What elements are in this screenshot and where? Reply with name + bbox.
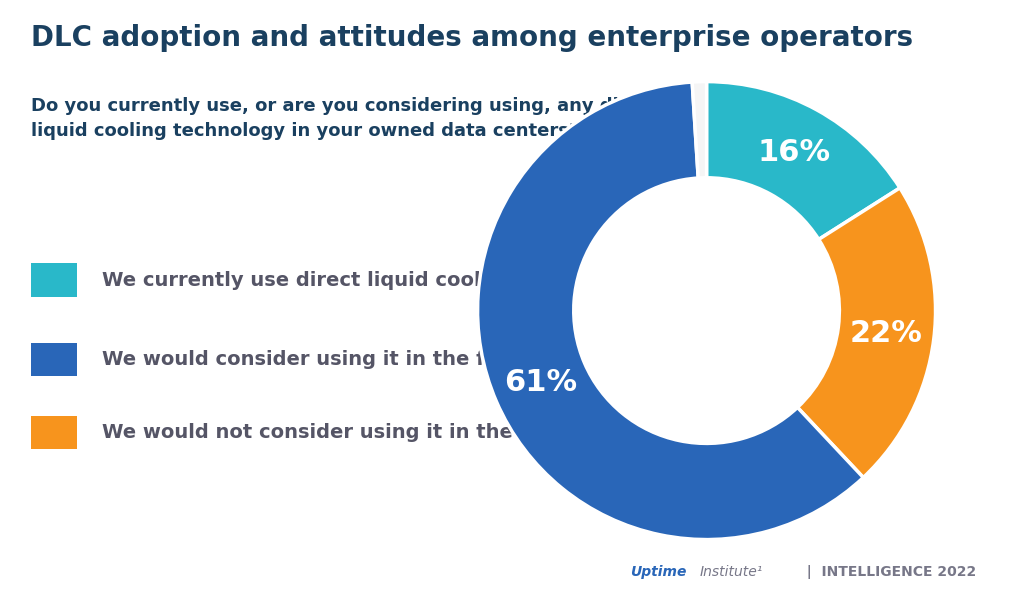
Text: 22%: 22% bbox=[850, 319, 923, 348]
FancyBboxPatch shape bbox=[31, 343, 77, 376]
Wedge shape bbox=[707, 82, 900, 239]
Text: 61%: 61% bbox=[504, 368, 578, 397]
FancyBboxPatch shape bbox=[31, 416, 77, 449]
Text: Institute¹: Institute¹ bbox=[699, 565, 763, 579]
FancyBboxPatch shape bbox=[31, 263, 77, 297]
Text: Uptime: Uptime bbox=[630, 565, 686, 579]
Text: 16%: 16% bbox=[757, 138, 830, 167]
Text: Do you currently use, or are you considering using, any direct
liquid cooling te: Do you currently use, or are you conside… bbox=[31, 97, 667, 141]
Wedge shape bbox=[477, 82, 863, 540]
Text: We currently use direct liquid cooling: We currently use direct liquid cooling bbox=[102, 270, 515, 290]
Text: We would not consider using it in the future: We would not consider using it in the fu… bbox=[102, 423, 589, 442]
Wedge shape bbox=[798, 188, 936, 477]
Text: |  INTELLIGENCE 2022: | INTELLIGENCE 2022 bbox=[797, 565, 976, 579]
Text: We would consider using it in the future: We would consider using it in the future bbox=[102, 350, 545, 369]
Wedge shape bbox=[692, 82, 707, 178]
Text: DLC adoption and attitudes among enterprise operators: DLC adoption and attitudes among enterpr… bbox=[31, 24, 912, 52]
